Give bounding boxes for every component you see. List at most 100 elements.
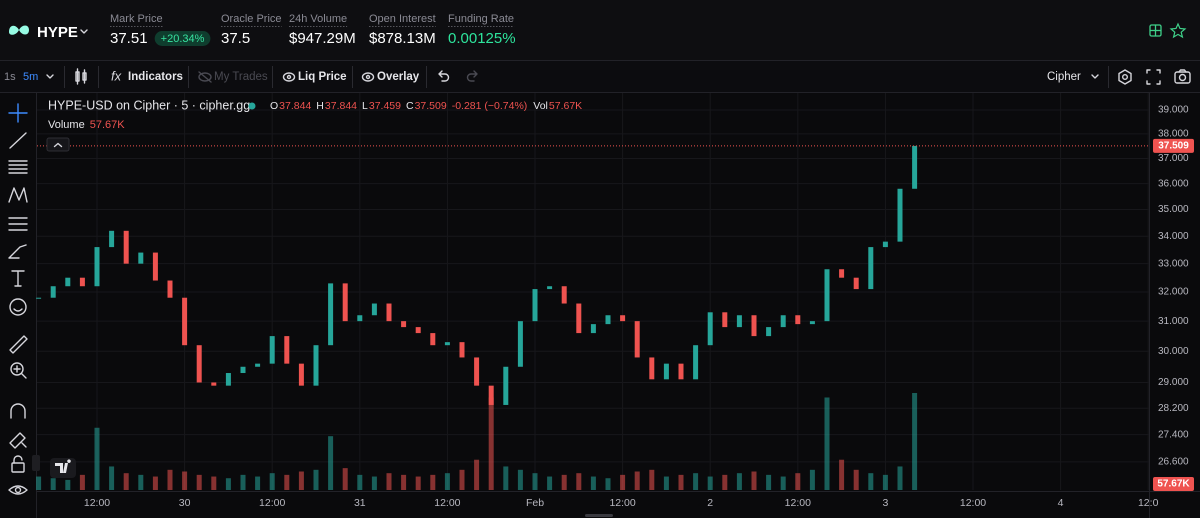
volume-bar	[298, 471, 304, 490]
legend-volume: 57.67K	[549, 100, 582, 112]
volume-bar	[882, 474, 888, 490]
volume-bar	[459, 469, 465, 490]
source-dropdown[interactable]	[1091, 74, 1099, 79]
interval-5m[interactable]: 5m	[23, 71, 38, 83]
favorite-icon[interactable]	[1169, 22, 1187, 39]
legend-value: 37.459	[369, 100, 401, 112]
volume-bar	[284, 474, 290, 490]
fib-tool[interactable]	[8, 160, 28, 174]
volume-bar	[269, 473, 275, 490]
last-volume-box	[1153, 477, 1194, 491]
volume-bar	[809, 469, 815, 490]
icon-tool[interactable]	[9, 298, 27, 316]
volume-bar	[722, 474, 728, 490]
crosshair-tool[interactable]	[8, 103, 28, 123]
y-tick-label: 29.000	[1158, 377, 1189, 388]
candle	[620, 315, 626, 322]
candle	[109, 230, 115, 248]
candle	[809, 321, 815, 325]
volume-bar	[561, 474, 567, 490]
volume-bar	[517, 469, 523, 490]
candle	[488, 385, 494, 405]
symbol-dropdown[interactable]	[80, 29, 88, 34]
volume-bar	[211, 476, 217, 490]
brush-tool[interactable]	[8, 244, 27, 259]
volume-bar	[824, 397, 830, 490]
stat-label: Open Interest	[369, 13, 436, 25]
trendline-tool[interactable]	[9, 132, 27, 149]
volume-bar	[123, 473, 129, 490]
prediction-tool[interactable]	[8, 217, 28, 231]
stat-label: Oracle Price	[221, 13, 282, 25]
market-status-dot	[248, 102, 256, 110]
candle	[240, 366, 246, 374]
my-trades-button[interactable]: My Trades	[214, 71, 268, 83]
candle	[663, 363, 669, 380]
volume-bar	[240, 474, 246, 490]
candle	[255, 363, 261, 367]
candle	[401, 321, 407, 328]
y-tick-label: 37.000	[1158, 153, 1189, 164]
interval-dropdown[interactable]	[46, 74, 54, 79]
redo-button[interactable]	[466, 70, 478, 82]
measure-tool[interactable]	[9, 335, 28, 354]
volume-bar	[313, 469, 319, 490]
interval-1s[interactable]: 1s	[4, 71, 16, 83]
volume-bar	[912, 393, 918, 490]
volume-value: 57.67K	[90, 119, 126, 131]
candle	[882, 241, 888, 248]
stat-value: $878.13M	[369, 30, 436, 47]
indicators-button[interactable]: Indicators	[128, 71, 183, 83]
lock-drawing-tool[interactable]	[9, 432, 27, 449]
x-tick-label: 12:00	[960, 497, 986, 509]
candle	[123, 230, 129, 264]
volume-bar	[401, 474, 407, 490]
collapse-icon	[53, 142, 63, 148]
stat-label: 24h Volume	[289, 13, 347, 25]
candle	[707, 312, 713, 346]
candle	[138, 252, 144, 264]
candle	[736, 315, 742, 328]
text-tool[interactable]	[11, 270, 25, 287]
pattern-tool[interactable]	[8, 187, 28, 203]
visibility-tool[interactable]	[8, 485, 28, 495]
source-select[interactable]: Cipher	[1047, 71, 1081, 83]
symbol[interactable]: HYPE	[37, 24, 78, 41]
volume-bar	[532, 473, 538, 490]
y-tick-label: 31.000	[1158, 316, 1189, 327]
volume-bar	[444, 473, 450, 490]
overlay-button[interactable]: Overlay	[377, 71, 420, 83]
header-icons	[1149, 22, 1187, 39]
last-price-label: 37.509	[1158, 141, 1189, 152]
candle	[751, 315, 757, 337]
stat-value: 37.5	[221, 30, 250, 47]
logo	[9, 25, 29, 35]
fullscreen-button[interactable]	[1146, 69, 1161, 85]
last-price-box	[1153, 138, 1194, 153]
liq-price-button[interactable]: Liq Price	[298, 71, 347, 83]
candle	[357, 315, 363, 322]
legend-key: L	[362, 100, 368, 112]
volume-bar	[678, 474, 684, 490]
zoom-tool[interactable]	[10, 362, 27, 379]
candle-type-icon[interactable]	[75, 68, 87, 85]
volume-bar	[780, 476, 786, 490]
panel-toggle[interactable]	[32, 455, 40, 471]
magnet-tool[interactable]	[10, 403, 26, 419]
volume-bar	[751, 471, 757, 490]
volume-bar	[225, 478, 231, 490]
settings-button[interactable]	[1118, 69, 1132, 85]
screenshot-button[interactable]	[1174, 69, 1191, 84]
candle	[649, 357, 655, 380]
scroll-indicator[interactable]	[585, 514, 613, 517]
candle	[912, 145, 918, 189]
volume-bar	[649, 469, 655, 490]
lock-tool[interactable]	[11, 455, 25, 473]
x-tick-label: 12:00	[434, 497, 460, 509]
y-tick-label: 27.400	[1158, 429, 1189, 440]
collapse-legend[interactable]	[46, 137, 70, 152]
volume-bar	[386, 473, 392, 490]
undo-button[interactable]	[438, 70, 450, 82]
candle	[576, 303, 582, 334]
chart-title: HYPE-USD on Cipher · 5 · cipher.gg	[48, 98, 250, 112]
